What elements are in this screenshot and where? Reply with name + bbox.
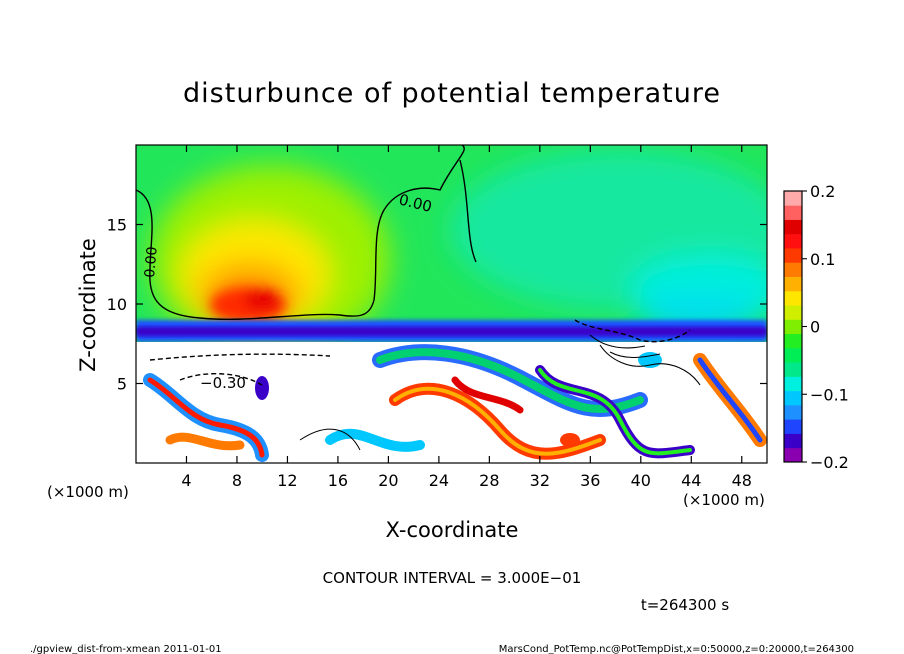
colorbar-segment — [784, 233, 802, 249]
colorbar-segment — [784, 347, 802, 363]
footer-right: MarsCond_PotTemp.nc@PotTempDist,x=0:5000… — [499, 644, 854, 654]
colorbar-segment — [784, 319, 802, 335]
turbulent-field — [143, 344, 767, 462]
contour-interval-text: CONTOUR INTERVAL = 3.000E−01 — [323, 569, 582, 587]
x-axis-ticks: 4 8 12 16 20 24 28 32 36 40 44 48 — [181, 145, 752, 490]
x-tick-label: 40 — [631, 471, 651, 490]
x-tick-label: 8 — [232, 471, 242, 490]
x-tick-label: 20 — [378, 471, 398, 490]
colorbar — [784, 191, 802, 463]
y-tick-label: 15 — [107, 216, 127, 235]
colorbar-segment — [784, 191, 802, 206]
colorbar-segment — [784, 305, 802, 320]
colorbar-segment — [784, 404, 802, 420]
x-unit-left: (×1000 m) — [47, 483, 129, 501]
colorbar-segment — [784, 290, 802, 306]
contour-lines — [136, 145, 701, 451]
x-tick-label: 36 — [580, 471, 600, 490]
colorbar-segment — [784, 219, 802, 235]
colorbar-segment — [784, 333, 802, 349]
x-tick-label: 16 — [328, 471, 348, 490]
colorbar-ticks: 0.2 0.1 0 −0.1 −0.2 — [802, 182, 849, 472]
footer-left: ./gpview_dist-from-xmean 2011-01-01 — [30, 644, 222, 654]
x-tick-label: 48 — [732, 471, 752, 490]
x-axis-label: X-coordinate — [386, 518, 519, 542]
colorbar-segment — [784, 433, 802, 449]
x-unit-right: (×1000 m) — [683, 491, 765, 509]
colorbar-segment — [784, 205, 802, 220]
x-tick-label: 12 — [277, 471, 297, 490]
y-tick-label: 10 — [107, 295, 127, 314]
colorbar-segment — [784, 276, 802, 292]
colorbar-segment — [784, 362, 802, 377]
contour-label-left: 0.00 — [142, 246, 161, 278]
x-tick-label: 32 — [530, 471, 550, 490]
colorbar-segment — [784, 262, 802, 277]
colorbar-tick-label: 0.1 — [810, 250, 835, 269]
x-tick-label: 28 — [479, 471, 499, 490]
plot-area: 0.00 0.00 −0.30 — [136, 145, 767, 463]
y-axis-label: Z-coordinate — [76, 238, 100, 372]
x-tick-label: 24 — [429, 471, 449, 490]
colorbar-segment — [784, 419, 802, 434]
chart-title: disturbunce of potential temperature — [183, 78, 721, 109]
colorbar-segment — [784, 447, 802, 463]
cold-band-inner — [136, 327, 767, 336]
colorbar-tick-label: 0.2 — [810, 182, 835, 201]
colorbar-segment — [784, 390, 802, 406]
colorbar-tick-label: −0.1 — [810, 385, 849, 404]
x-tick-label: 44 — [681, 471, 701, 490]
colorbar-tick-label: −0.2 — [810, 453, 849, 472]
colorbar-tick-label: 0 — [810, 318, 820, 337]
y-tick-label: 5 — [117, 375, 127, 394]
colorbar-segment — [784, 376, 802, 392]
time-text: t=264300 s — [641, 596, 729, 614]
warm-core — [210, 287, 286, 323]
y-axis-ticks: 5 10 15 — [107, 216, 767, 394]
x-tick-label: 4 — [181, 471, 191, 490]
colorbar-segment — [784, 248, 802, 263]
contour-label-lower: −0.30 — [200, 374, 246, 392]
